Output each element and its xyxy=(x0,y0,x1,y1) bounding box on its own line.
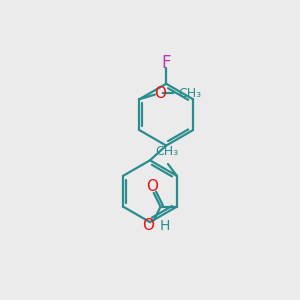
Text: O: O xyxy=(154,85,166,100)
Text: H: H xyxy=(160,219,170,233)
Text: CH₃: CH₃ xyxy=(178,87,202,100)
Text: O: O xyxy=(146,179,158,194)
Text: F: F xyxy=(161,54,171,72)
Text: CH₃: CH₃ xyxy=(155,145,178,158)
Text: O: O xyxy=(142,218,154,233)
